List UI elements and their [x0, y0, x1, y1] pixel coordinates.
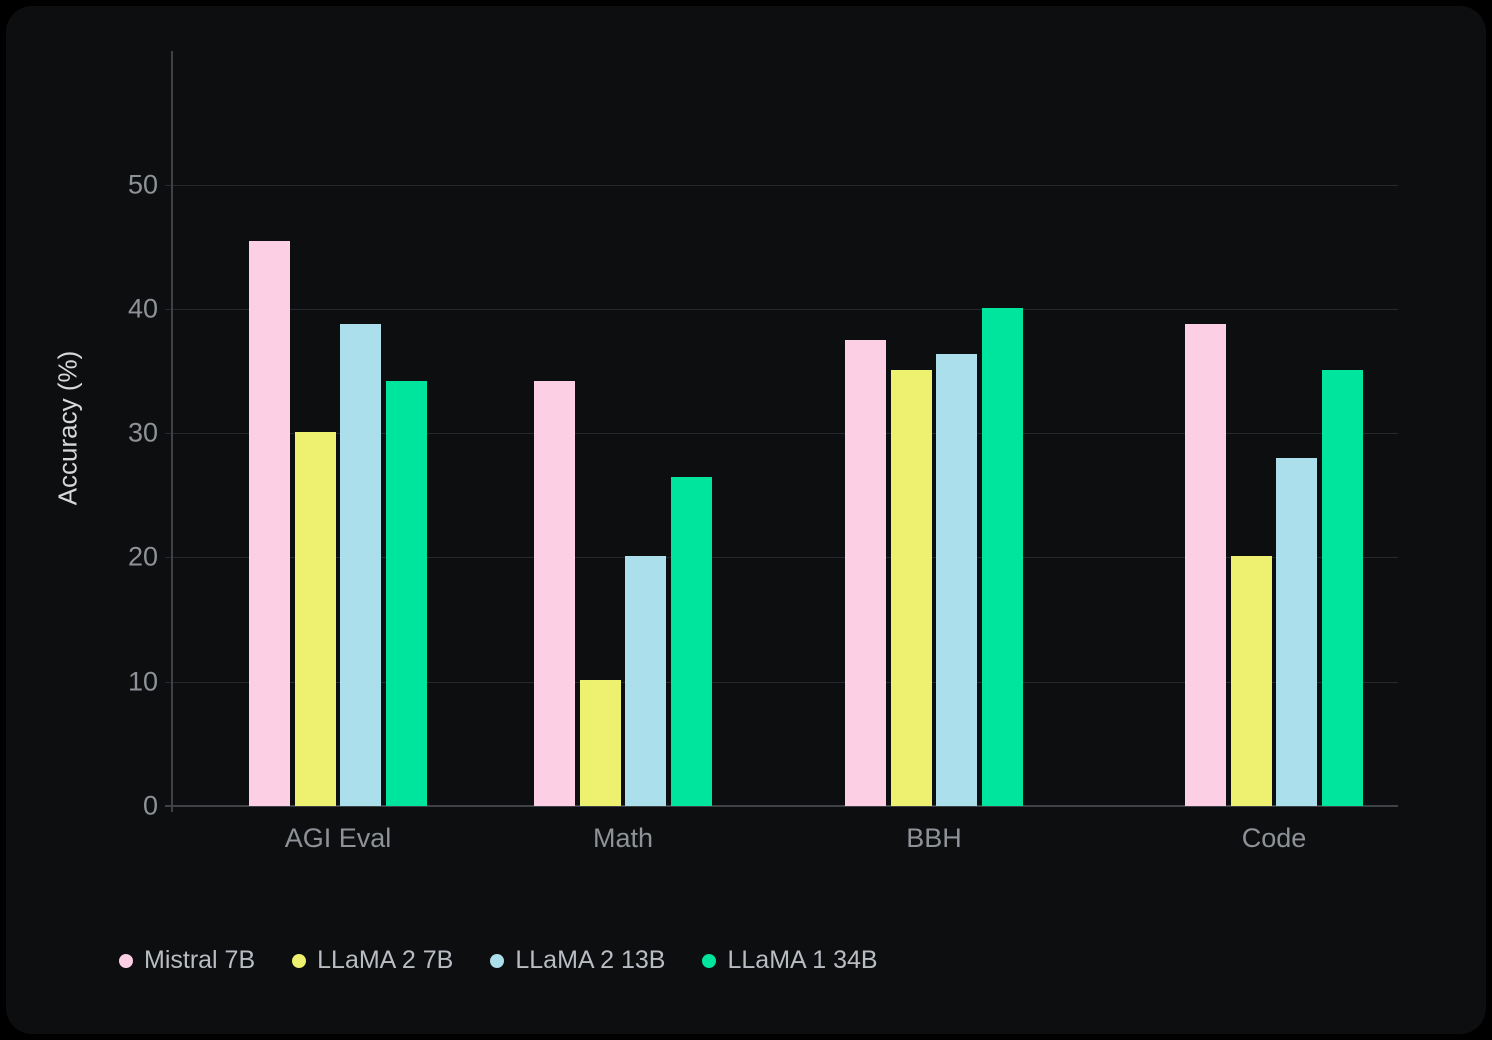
legend-item-llama-2-7b: LLaMA 2 7B: [292, 946, 453, 975]
legend-label: LLaMA 2 13B: [515, 946, 666, 974]
legend-dot-llama-1-34b: [702, 953, 717, 968]
bar-llama-2-13b-agi-eval: [340, 323, 382, 806]
legend-label: Mistral 7B: [144, 946, 256, 974]
bar-llama-2-7b-code: [1230, 556, 1272, 806]
bar-llama-2-7b-bbh: [890, 369, 932, 806]
gridline-50: [165, 184, 1398, 186]
legend-dot-llama-2-13b: [490, 953, 505, 968]
legend: Mistral 7B LLaMA 2 7B LLaMA 2 13B LLaMA 1 3…: [119, 946, 878, 975]
bar-mistral-7b-bbh: [845, 339, 887, 806]
bar-llama-2-13b-code: [1276, 458, 1318, 806]
legend-item-llama-2-13b: LLaMA 2 13B: [490, 946, 665, 975]
chart-card: 0 10 20 30 40 50 AGI Eval Math BBH Code Accuracy …: [6, 6, 1486, 1034]
x-axis-line: [165, 805, 1398, 807]
bar-llama-1-34b-code: [1321, 369, 1363, 806]
bar-llama-1-34b-agi-eval: [385, 380, 427, 806]
x-tick-label-bbh: BBH: [906, 823, 962, 853]
y-axis-line: [171, 51, 173, 812]
bar-mistral-7b-math: [534, 380, 576, 806]
bar-chart: 0 10 20 30 40 50 AGI Eval Math BBH Code Accuracy …: [6, 6, 1486, 1034]
x-tick-label-code: Code: [1241, 823, 1307, 853]
y-tick-label-10: 10: [127, 666, 158, 697]
legend-dot-llama-2-7b: [292, 953, 307, 968]
gridline-30: [165, 433, 1398, 435]
bar-llama-2-13b-math: [625, 556, 667, 806]
legend-item-llama-1-34b: LLaMA 1 34B: [702, 946, 878, 975]
y-tick-label-40: 40: [127, 293, 158, 324]
y-axis-title: Accuracy (%): [52, 350, 83, 506]
y-tick-label-30: 30: [127, 417, 158, 448]
x-tick-label-agi-eval: AGI Eval: [284, 823, 392, 853]
legend-dot-mistral-7b: [119, 953, 133, 968]
bar-mistral-7b-agi-eval: [249, 240, 291, 806]
y-tick-label-50: 50: [127, 169, 158, 200]
legend-label: LLaMA 2 7B: [317, 946, 454, 974]
gridline-40: [165, 308, 1398, 310]
legend-item-mistral-7b: Mistral 7B: [119, 946, 255, 975]
bar-mistral-7b-code: [1185, 323, 1227, 806]
gridline-10: [165, 681, 1398, 683]
bar-llama-2-7b-math: [579, 680, 621, 806]
y-tick-label-20: 20: [127, 541, 158, 572]
bar-llama-1-34b-math: [670, 476, 712, 806]
legend-label: LLaMA 1 34B: [727, 946, 878, 974]
gridline-20: [165, 557, 1398, 559]
bar-llama-1-34b-bbh: [981, 307, 1023, 806]
bar-llama-2-13b-bbh: [936, 353, 978, 806]
x-tick-label-math: Math: [592, 823, 654, 853]
y-tick-label-0: 0: [142, 790, 158, 821]
bar-llama-2-7b-agi-eval: [294, 431, 336, 806]
